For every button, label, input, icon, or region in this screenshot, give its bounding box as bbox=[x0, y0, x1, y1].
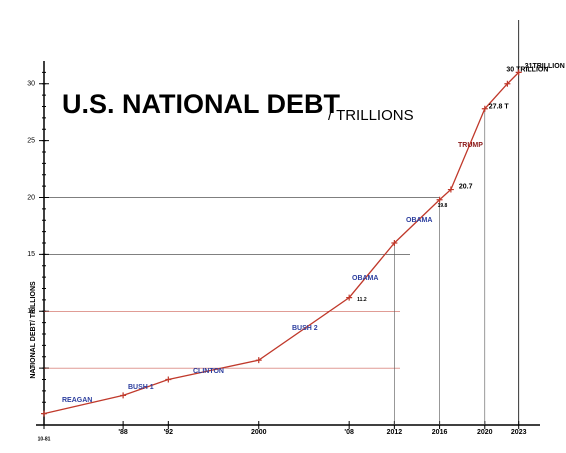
point-marker bbox=[346, 294, 353, 301]
president-label: CLINTON bbox=[193, 368, 224, 375]
y-tick-label: 5 bbox=[31, 365, 35, 372]
president-label: BUSH 1 bbox=[128, 384, 154, 391]
x-tick-label: 2000 bbox=[251, 429, 267, 436]
point-marker bbox=[165, 376, 172, 383]
value-label: 31TRILLION bbox=[525, 63, 565, 70]
president-label: OBAMA bbox=[406, 217, 432, 224]
point-marker bbox=[481, 105, 488, 112]
point-marker bbox=[515, 69, 522, 76]
x-tick-label: 2023 bbox=[511, 429, 527, 436]
point-marker bbox=[255, 357, 262, 364]
x-tick-label: '92 bbox=[164, 429, 174, 436]
debt-line bbox=[43, 71, 520, 415]
y-tick-label: 30 bbox=[27, 81, 35, 88]
y-tick-label: 20 bbox=[27, 194, 35, 201]
point-marker bbox=[504, 80, 511, 87]
point-marker bbox=[391, 240, 398, 246]
point-marker bbox=[41, 410, 47, 417]
president-label: BUSH 2 bbox=[292, 325, 318, 332]
y-tick-label: 25 bbox=[27, 137, 35, 144]
y-axis-label: NATIONAL DEBT/ TRILLIONS bbox=[30, 281, 37, 379]
value-label: 11.2 bbox=[357, 297, 367, 303]
x-tick-label: 2012 bbox=[387, 429, 403, 436]
value-label: 20.7 bbox=[459, 183, 473, 190]
president-label: REAGAN bbox=[62, 397, 92, 404]
point-marker bbox=[120, 392, 127, 399]
x-tick-label: 2016 bbox=[432, 429, 448, 436]
point-marker bbox=[436, 196, 443, 203]
y-tick-label: 15 bbox=[27, 251, 35, 258]
chart-title: U.S. NATIONAL DEBT bbox=[62, 89, 341, 119]
president-label: TRUMP bbox=[458, 142, 483, 149]
chart-subtitle: / TRILLIONS bbox=[328, 107, 414, 124]
value-label: 30 TRILLION bbox=[506, 67, 548, 74]
x-tick-label: 2020 bbox=[477, 429, 493, 436]
x-tick-label: 10-81 bbox=[38, 436, 51, 442]
x-tick-label: '08 bbox=[344, 429, 354, 436]
x-tick-label: '88 bbox=[118, 429, 128, 436]
president-label: OBAMA bbox=[352, 275, 378, 282]
point-marker bbox=[447, 186, 454, 193]
value-label: 19.8 bbox=[438, 203, 448, 209]
value-label: 27.8 T bbox=[489, 104, 510, 111]
y-tick-label: 10 bbox=[27, 308, 35, 315]
